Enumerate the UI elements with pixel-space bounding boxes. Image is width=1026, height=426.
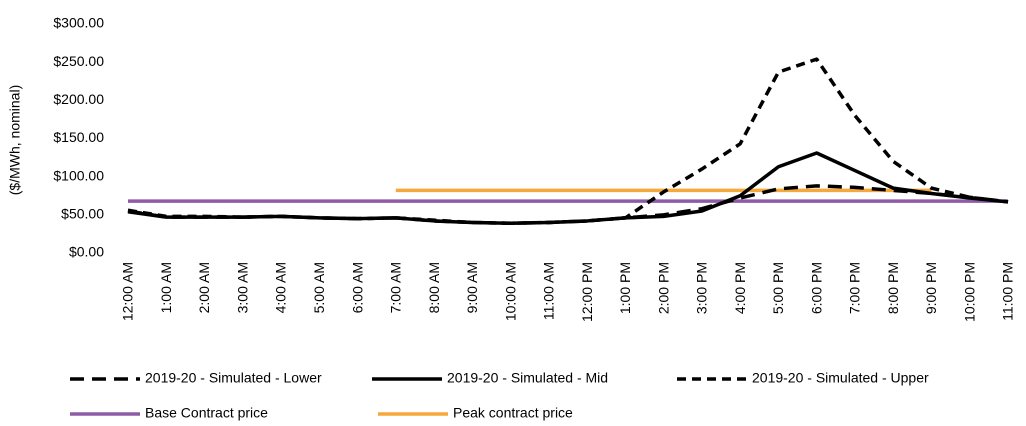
x-tick-label: 9:00 AM bbox=[464, 262, 480, 313]
x-tick-label: 11:00 AM bbox=[541, 262, 557, 320]
x-tick-label: 4:00 AM bbox=[273, 262, 289, 313]
y-tick-label: $100.00 bbox=[53, 167, 104, 183]
x-tick-label: 8:00 PM bbox=[885, 262, 901, 314]
x-tick-label: 5:00 PM bbox=[770, 262, 786, 314]
legend-label: 2019-20 - Simulated - Mid bbox=[447, 370, 608, 386]
x-tick-label: 3:00 PM bbox=[694, 262, 710, 314]
x-tick-label: 1:00 AM bbox=[158, 262, 174, 313]
x-tick-label: 12:00 PM bbox=[579, 262, 595, 322]
y-tick-label: $150.00 bbox=[53, 129, 104, 145]
x-tick-label: 8:00 AM bbox=[426, 262, 442, 313]
x-tick-label: 2:00 PM bbox=[655, 262, 671, 314]
x-tick-label: 2:00 AM bbox=[196, 262, 212, 313]
y-axis-label: ($/MWh, nominal) bbox=[7, 85, 23, 195]
x-tick-label: 12:00 AM bbox=[120, 262, 136, 321]
y-tick-label: $300.00 bbox=[53, 15, 104, 31]
x-tick-label: 6:00 AM bbox=[349, 262, 365, 313]
legend-label: 2019-20 - Simulated - Lower bbox=[145, 370, 322, 386]
legend-label: Peak contract price bbox=[453, 405, 573, 421]
x-tick-label: 5:00 AM bbox=[311, 262, 327, 313]
y-tick-label: $0.00 bbox=[69, 244, 104, 260]
x-tick-label: 11:00 PM bbox=[1000, 262, 1016, 321]
x-tick-label: 6:00 PM bbox=[808, 262, 824, 314]
series-line bbox=[127, 57, 1009, 225]
x-tick-label: 7:00 PM bbox=[847, 262, 863, 314]
y-tick-label: $50.00 bbox=[61, 206, 104, 222]
x-tick-label: 1:00 PM bbox=[617, 262, 633, 314]
x-tick-label: 9:00 PM bbox=[923, 262, 939, 314]
legend-label: Base Contract price bbox=[145, 405, 268, 421]
x-tick-label: 10:00 PM bbox=[961, 262, 977, 322]
x-tick-label: 7:00 AM bbox=[388, 262, 404, 313]
x-tick-label: 3:00 AM bbox=[234, 262, 250, 313]
x-tick-label: 4:00 PM bbox=[732, 262, 748, 314]
x-tick-label: 10:00 AM bbox=[502, 262, 518, 321]
y-tick-label: $200.00 bbox=[53, 91, 104, 107]
y-tick-label: $250.00 bbox=[53, 53, 104, 69]
legend-label: 2019-20 - Simulated - Upper bbox=[752, 370, 929, 386]
